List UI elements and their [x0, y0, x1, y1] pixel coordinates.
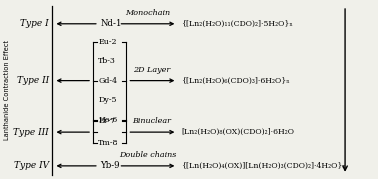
- Text: {[Ln₂(H₂O)₁₁(CDO)₂]·5H₂O}ₙ: {[Ln₂(H₂O)₁₁(CDO)₂]·5H₂O}ₙ: [181, 20, 293, 28]
- Text: Eu-2: Eu-2: [98, 38, 117, 45]
- Text: Nd-1: Nd-1: [101, 19, 122, 28]
- Text: Tb-3: Tb-3: [98, 57, 116, 65]
- Text: Gd-4: Gd-4: [98, 77, 117, 85]
- Text: Binuclear: Binuclear: [132, 117, 171, 125]
- Text: {[Ln(H₂O)₄(OX)][Ln(H₂O)₃(CDO)₂]·4H₂O}ₙ: {[Ln(H₂O)₄(OX)][Ln(H₂O)₃(CDO)₂]·4H₂O}ₙ: [181, 162, 345, 170]
- Text: Lanthanide Contraction Effect: Lanthanide Contraction Effect: [4, 40, 10, 139]
- Text: Type III: Type III: [13, 128, 49, 137]
- Text: {[Ln₂(H₂O)₆(CDO)₃]·6H₂O}ₙ: {[Ln₂(H₂O)₆(CDO)₃]·6H₂O}ₙ: [181, 77, 290, 85]
- Text: Monochain: Monochain: [125, 9, 170, 17]
- Text: Tm-8: Tm-8: [98, 139, 119, 147]
- Text: Ho-6: Ho-6: [98, 116, 118, 124]
- Text: Double chains: Double chains: [119, 151, 177, 159]
- Text: Er-7: Er-7: [98, 117, 115, 125]
- Text: Type II: Type II: [17, 76, 49, 85]
- Text: 2D Layer: 2D Layer: [133, 66, 170, 74]
- Text: Yb-9: Yb-9: [101, 161, 120, 170]
- Text: Type IV: Type IV: [14, 161, 49, 170]
- Text: Type I: Type I: [20, 19, 49, 28]
- Text: [Ln₂(H₂O)₈(OX)(CDO)₂]·6H₂O: [Ln₂(H₂O)₈(OX)(CDO)₂]·6H₂O: [181, 128, 294, 136]
- Text: Dy-5: Dy-5: [98, 96, 117, 104]
